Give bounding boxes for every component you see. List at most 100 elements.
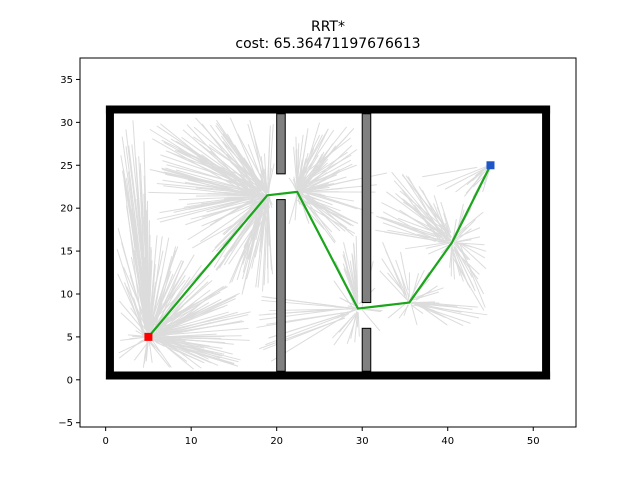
tree-edge xyxy=(148,268,187,329)
tree-edge xyxy=(157,301,216,332)
tree-edge xyxy=(381,258,407,296)
tree-edge xyxy=(246,196,265,204)
tree-edge xyxy=(454,246,473,278)
tree-edge xyxy=(386,191,442,233)
tree-edge xyxy=(422,166,478,178)
tree-edge xyxy=(267,195,273,206)
tree-edge xyxy=(208,144,262,185)
tree-edge xyxy=(419,235,451,242)
tree-edge xyxy=(215,124,266,193)
tree-edge xyxy=(149,321,240,338)
y-tick-label: −5 xyxy=(58,418,73,429)
tree-edge xyxy=(452,250,464,282)
tree-edge xyxy=(127,334,147,337)
tree-edge xyxy=(148,234,151,336)
tree-edge xyxy=(297,193,352,226)
y-axis: −5 0 5 10 15 20 25 30 35 xyxy=(58,75,80,429)
tree-edge xyxy=(261,295,337,307)
tree-edge xyxy=(148,296,159,334)
tree-edge xyxy=(298,176,347,192)
tree-edge xyxy=(262,216,267,292)
tree-edge xyxy=(296,166,307,189)
obstacle-block xyxy=(276,199,286,372)
tree-edge xyxy=(267,196,273,208)
y-tick-label: 30 xyxy=(60,118,73,129)
tree-edge xyxy=(307,200,346,232)
tree-edge xyxy=(297,137,351,179)
tree-edge xyxy=(140,169,148,333)
tree-edge xyxy=(455,228,472,242)
tree-edge xyxy=(148,220,150,318)
tree-edge xyxy=(170,314,249,334)
tree-edge xyxy=(156,302,210,334)
tree-edge xyxy=(455,236,481,243)
tree-edge xyxy=(414,302,462,313)
tree-edge xyxy=(236,196,263,281)
tree-edge xyxy=(444,222,452,239)
tree-edge xyxy=(243,193,263,196)
tree-edge xyxy=(178,149,263,191)
tree-edge xyxy=(333,313,357,346)
tree-edge xyxy=(451,243,455,280)
tree-edge xyxy=(156,197,251,220)
tree-edge xyxy=(174,149,266,193)
tree-edge xyxy=(163,185,245,196)
tree-edge xyxy=(415,304,446,318)
tree-edge xyxy=(302,159,352,187)
tree-edge xyxy=(295,136,298,181)
tree-edge xyxy=(405,242,449,250)
tree-edge xyxy=(414,303,471,324)
tree-edge xyxy=(459,244,486,308)
tree-edge xyxy=(246,198,267,260)
tree-edge xyxy=(195,194,258,197)
tree-edge xyxy=(454,242,473,248)
tree-edge xyxy=(222,141,265,189)
tree-edge xyxy=(307,197,355,227)
y-tick-label: 0 xyxy=(67,375,73,386)
tree-edge xyxy=(159,338,219,366)
tree-edge xyxy=(298,135,308,181)
tree-edge xyxy=(354,315,358,343)
tree-edge xyxy=(402,198,452,239)
tree-edge xyxy=(186,196,249,205)
tree-edge xyxy=(418,186,450,236)
tree-edge xyxy=(416,302,448,326)
tree-edge xyxy=(135,330,146,337)
tree-edge xyxy=(159,196,253,214)
tree-edge xyxy=(456,242,485,295)
tree-edge xyxy=(350,311,358,339)
tree-edge xyxy=(211,195,260,211)
tree-edge xyxy=(133,240,146,330)
tree-edge xyxy=(303,196,336,243)
start-marker xyxy=(144,332,153,341)
tree-edge xyxy=(123,266,147,321)
tree-edge xyxy=(474,165,489,177)
tree-edge xyxy=(223,199,264,236)
x-tick-label: 10 xyxy=(185,436,198,447)
tree-edge xyxy=(206,198,257,213)
tree-edge xyxy=(162,179,256,194)
tree-edge xyxy=(178,195,263,201)
tree-edge xyxy=(297,199,356,234)
tree-edge xyxy=(417,303,480,319)
tree-edge xyxy=(201,123,254,189)
tree-edge xyxy=(153,327,249,337)
tree-edge xyxy=(346,311,359,344)
tree-edge xyxy=(424,302,478,308)
y-tick-label: 35 xyxy=(60,75,73,86)
tree-edge xyxy=(152,246,177,337)
tree-edge xyxy=(300,154,319,185)
tree-edge xyxy=(361,308,382,313)
tree-edge xyxy=(267,197,270,209)
tree-edge xyxy=(148,191,243,196)
obstacle-block xyxy=(276,113,286,175)
tree-edge xyxy=(460,242,487,252)
y-tick-label: 10 xyxy=(60,289,73,300)
tree-edge xyxy=(454,211,484,236)
tree-edge xyxy=(149,264,156,325)
tree-edge xyxy=(399,209,444,239)
tree-edge xyxy=(166,343,239,367)
tree-edge xyxy=(296,126,348,191)
tree-edge xyxy=(299,192,353,222)
